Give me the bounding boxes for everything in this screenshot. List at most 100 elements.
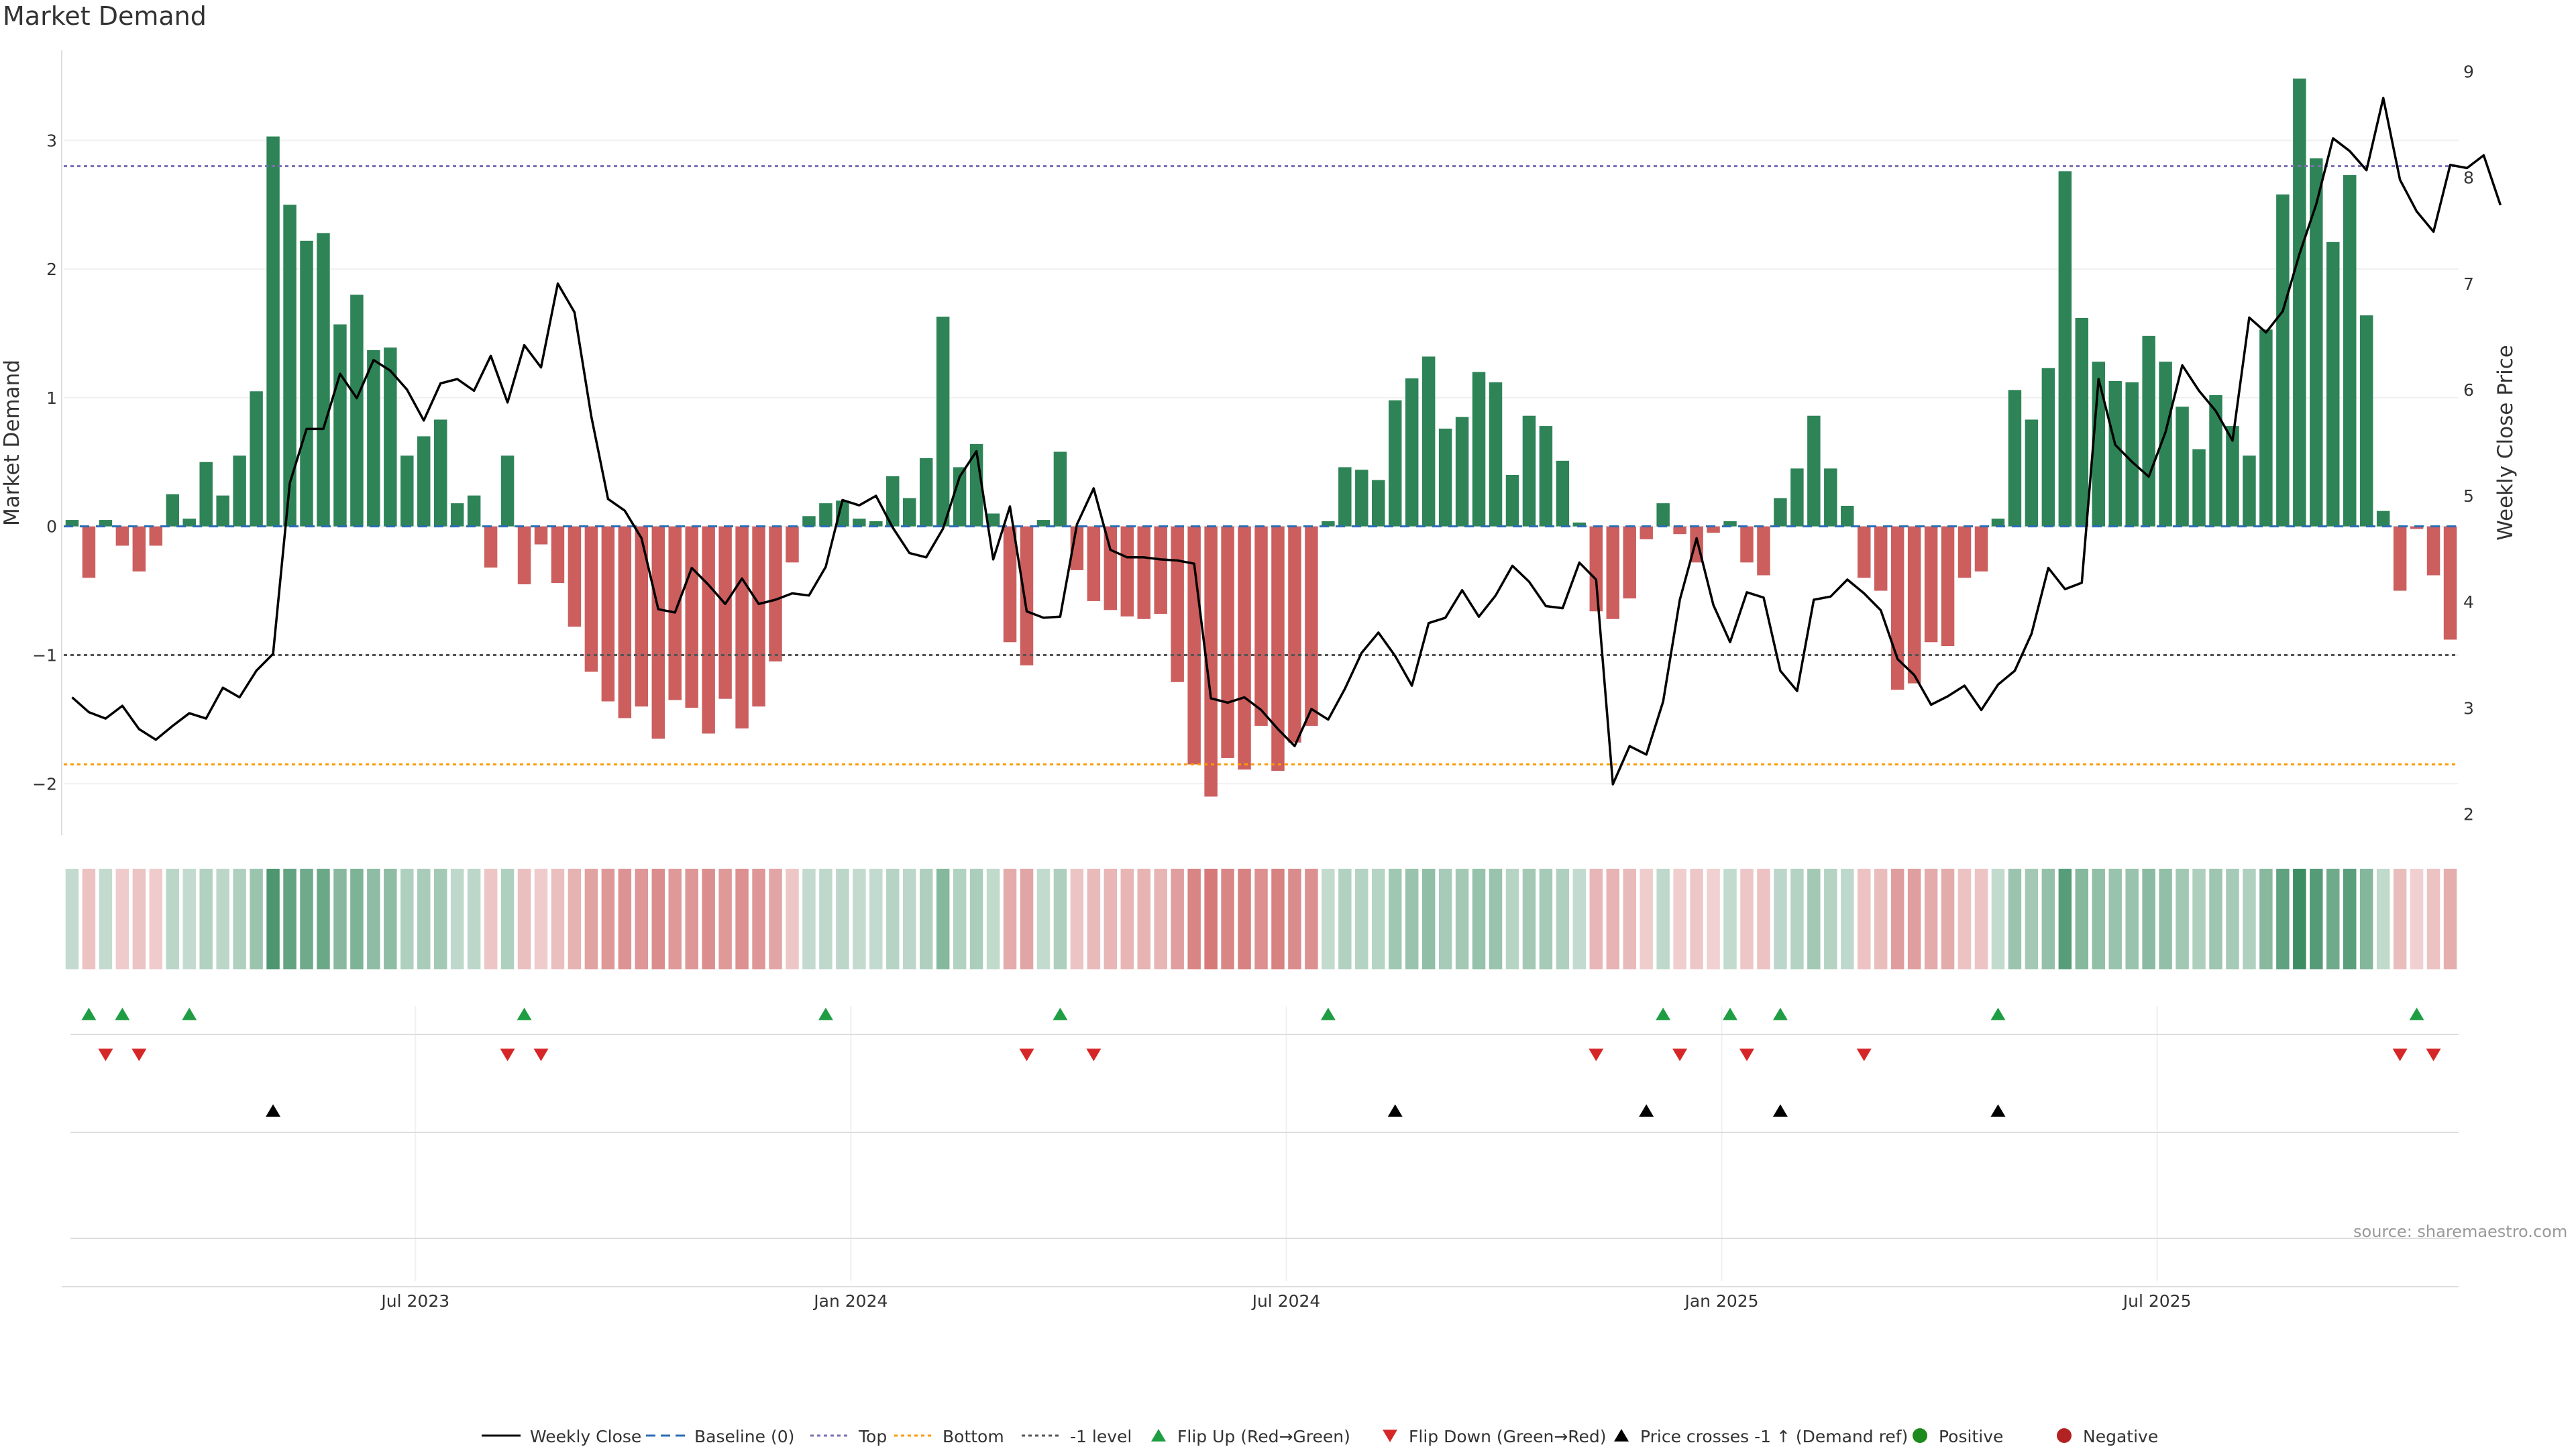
demand-bar: [769, 526, 782, 662]
heat-cell: [2159, 869, 2172, 969]
flip-up-marker: [2409, 1008, 2424, 1020]
heat-cell: [1824, 869, 1837, 969]
legend-label: Baseline (0): [694, 1427, 794, 1446]
heat-cell: [2125, 869, 2139, 969]
demand-bar: [1254, 526, 1268, 726]
heat-cell: [500, 869, 515, 969]
chart-title: Market Demand: [3, 1, 207, 31]
demand-bar: [2058, 171, 2072, 527]
flip-down-marker: [533, 1049, 549, 1061]
heat-cell: [1774, 869, 1787, 969]
heat-cell: [1723, 869, 1737, 969]
heat-cell: [1254, 869, 1268, 969]
demand-bar: [317, 233, 330, 527]
flip-up-marker: [818, 1008, 833, 1020]
heat-cell: [2259, 869, 2273, 969]
heat-cell: [1187, 869, 1201, 969]
demand-bar: [1907, 526, 1921, 684]
heat-cell: [786, 869, 799, 969]
heat-cell: [1991, 869, 2005, 969]
demand-bar: [1154, 526, 1167, 614]
demand-bar: [735, 526, 749, 729]
demand-bar: [919, 458, 933, 527]
price-cross-marker: [266, 1104, 281, 1117]
demand-bar: [1807, 415, 1821, 527]
heat-cell: [1505, 869, 1519, 969]
y-tick-label: 3: [46, 131, 57, 150]
heat-cell: [132, 869, 146, 969]
price-cross-marker: [1639, 1104, 1654, 1117]
demand-bar: [718, 526, 732, 699]
heat-cell: [819, 869, 833, 969]
demand-bar: [300, 240, 313, 527]
heat-cell: [1372, 869, 1385, 969]
demand-bar: [233, 455, 246, 527]
demand-bar: [2359, 315, 2373, 527]
demand-bar: [1673, 526, 1686, 535]
y2-tick-label: 2: [2463, 804, 2474, 824]
heat-cell: [735, 869, 749, 969]
demand-bar: [2108, 380, 2122, 527]
demand-bar: [250, 391, 263, 527]
demand-bar: [333, 324, 347, 527]
demand-bar: [2159, 362, 2172, 527]
heat-cell: [551, 869, 565, 969]
heat-cell: [1305, 869, 1318, 969]
heat-cell: [1890, 869, 1904, 969]
demand-bar: [367, 350, 380, 527]
demand-bar: [2209, 395, 2222, 527]
demand-bar: [500, 455, 515, 527]
demand-bar: [2310, 158, 2323, 527]
legend-label: -1 level: [1070, 1427, 1132, 1446]
legend-label: Top: [858, 1427, 887, 1446]
demand-bar: [2192, 449, 2206, 527]
demand-bar: [1288, 526, 1301, 743]
heat-cell: [584, 869, 598, 969]
heat-cell: [1941, 869, 1955, 969]
heat-cell: [2393, 869, 2407, 969]
demand-bar: [1171, 526, 1184, 682]
heat-cell: [1204, 869, 1218, 969]
flip-up-marker: [1723, 1008, 1738, 1020]
demand-bar: [1757, 526, 1770, 576]
demand-bar: [266, 136, 280, 527]
demand-bar: [1522, 415, 1536, 527]
heat-cell: [718, 869, 732, 969]
y-axis-title: Market Demand: [0, 360, 24, 526]
heat-cell: [769, 869, 782, 969]
heat-cell: [484, 869, 498, 969]
demand-bar: [1388, 400, 1402, 527]
demand-bar: [2176, 407, 2189, 527]
heat-cell: [2276, 869, 2290, 969]
demand-bar: [702, 526, 715, 734]
legend-label: Flip Down (Green→Red): [1409, 1427, 1607, 1446]
heat-cell: [1556, 869, 1570, 969]
heat-cell: [300, 869, 313, 969]
heat-cell: [1137, 869, 1150, 969]
demand-bar: [1355, 470, 1368, 527]
heat-cell: [1707, 869, 1720, 969]
y2-tick-label: 9: [2463, 62, 2474, 82]
demand-bar: [1036, 520, 1051, 527]
demand-bar: [1874, 526, 1888, 591]
legend-swatch: [1383, 1430, 1397, 1442]
heat-cell: [2343, 869, 2357, 969]
flip-up-marker: [1990, 1008, 2006, 1020]
heat-cell: [1907, 869, 1921, 969]
demand-bar: [417, 436, 431, 527]
demand-bar: [2243, 455, 2256, 527]
heat-cell: [1858, 869, 1871, 969]
heat-cell: [2376, 869, 2390, 969]
demand-bar: [484, 526, 498, 568]
demand-bar: [99, 520, 113, 527]
heat-cell: [65, 869, 79, 969]
heat-cell: [250, 869, 263, 969]
demand-bar: [2025, 419, 2039, 527]
demand-bar: [2142, 335, 2155, 527]
heat-cell: [886, 869, 900, 969]
demand-bar: [2376, 511, 2390, 527]
heat-cell: [199, 869, 213, 969]
demand-bar: [1221, 526, 1234, 758]
heat-cell: [685, 869, 698, 969]
heat-cell: [2226, 869, 2239, 969]
